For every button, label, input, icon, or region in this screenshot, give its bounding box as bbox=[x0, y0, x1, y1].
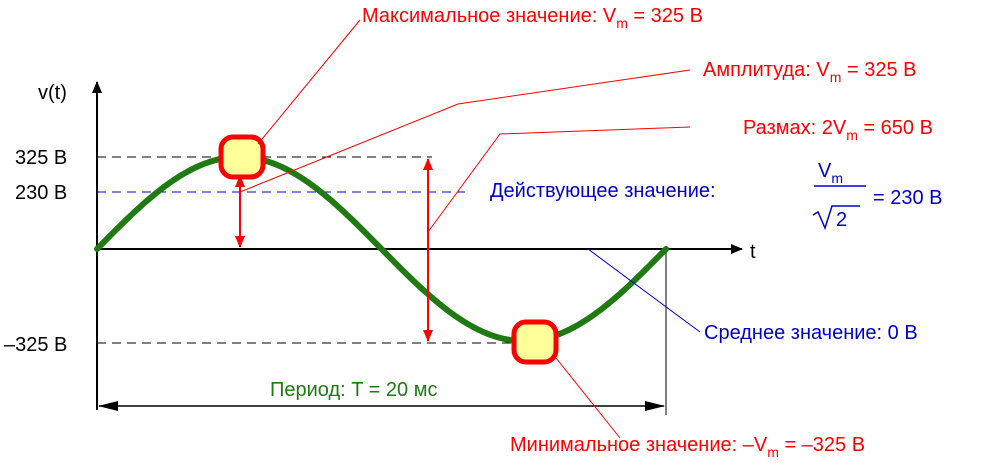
peak-to-peak-label: Размах: 2Vm = 650 В bbox=[743, 117, 933, 143]
period-label: Период: T = 20 мс bbox=[270, 379, 437, 401]
min-value-label: Минимальное значение: –Vm = –325 В bbox=[510, 434, 865, 460]
sine-wave-curve bbox=[94, 153, 669, 345]
max-value-label: Максимальное значение: Vm = 325 В bbox=[362, 5, 703, 31]
rms-fraction-numerator: Vm bbox=[818, 160, 843, 186]
mean-label: Среднее значение: 0 В bbox=[704, 322, 918, 344]
mean-leader bbox=[587, 248, 701, 333]
y-axis-label: v(t) bbox=[38, 82, 67, 104]
min-point-marker bbox=[511, 319, 559, 365]
rms-label: Действующее значение: bbox=[490, 180, 716, 202]
amplitude-leader bbox=[239, 69, 691, 193]
rms-fraction-denominator: 2 bbox=[836, 209, 847, 231]
tick-max: 325 В bbox=[15, 147, 67, 169]
tick-rms: 230 В bbox=[15, 182, 67, 204]
min-value-leader bbox=[555, 357, 621, 439]
sqrt-sign bbox=[812, 205, 860, 231]
rms-value: = 230 В bbox=[873, 187, 943, 209]
max-value-leader bbox=[257, 19, 361, 145]
peak-to-peak-leader bbox=[427, 126, 691, 233]
max-point-marker bbox=[218, 134, 266, 180]
amplitude-label: Амплитуда: Vm = 325 В bbox=[703, 59, 916, 85]
tick-min: –325 В bbox=[4, 334, 67, 356]
x-axis-label: t bbox=[750, 241, 756, 263]
